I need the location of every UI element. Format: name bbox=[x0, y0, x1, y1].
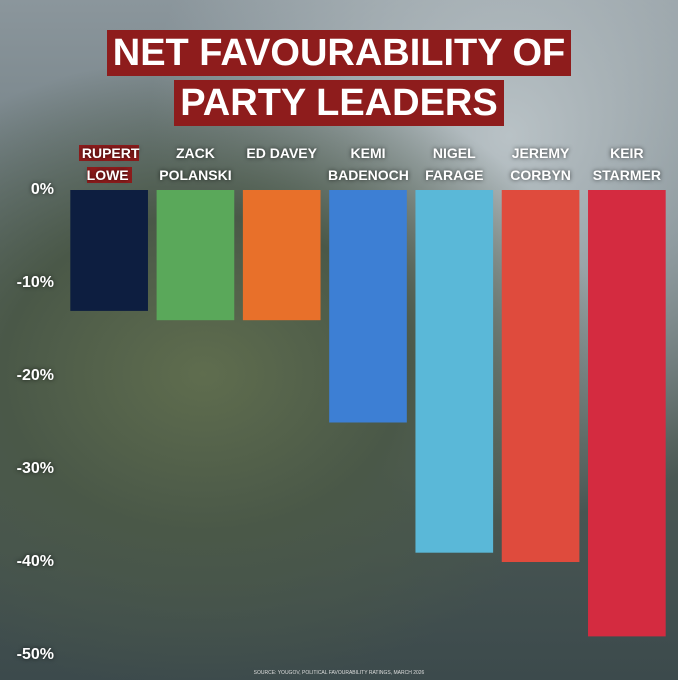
x-tick-label: KEIR STARMER bbox=[587, 142, 667, 186]
title-line: NET FAVOURABILITY OF bbox=[106, 30, 572, 76]
x-tick-label: KEMI BADENOCH bbox=[328, 142, 409, 186]
bar bbox=[501, 190, 580, 562]
bar bbox=[329, 190, 407, 423]
label-text: -30% bbox=[16, 460, 54, 477]
x-tick-label: RUPERT LOWE bbox=[69, 142, 149, 186]
x-tick-label: ZACK POLANSKI bbox=[155, 142, 235, 186]
x-tick-label: ED DAVEY bbox=[242, 142, 322, 164]
bar bbox=[156, 190, 235, 321]
bar bbox=[70, 190, 148, 311]
bar bbox=[588, 190, 666, 637]
label-text: KEIR STARMER bbox=[592, 145, 661, 183]
y-tick-label: -40% bbox=[17, 553, 54, 571]
label-text: RUPERT LOWE bbox=[78, 145, 140, 183]
label-text: KEMI BADENOCH bbox=[328, 145, 409, 183]
label-text: ED DAVEY bbox=[246, 145, 317, 161]
source: SOURCE: YOUGOV, POLITICAL FAVOURABILITY … bbox=[253, 670, 425, 676]
label-text: -10% bbox=[16, 274, 54, 291]
bar bbox=[242, 190, 321, 321]
y-tick-label: -30% bbox=[17, 460, 54, 478]
bar bbox=[415, 190, 494, 553]
y-tick-label: -50% bbox=[17, 646, 54, 664]
x-tick-label: NIGEL FARAGE bbox=[414, 142, 494, 186]
label-text: -50% bbox=[16, 646, 54, 663]
label-text: -20% bbox=[16, 367, 54, 384]
y-tick-label: -20% bbox=[17, 367, 54, 385]
y-tick-label: 0% bbox=[31, 181, 54, 199]
label-text: NIGEL FARAGE bbox=[425, 145, 484, 183]
chart-title: PARTY LEADERS bbox=[0, 80, 678, 126]
x-tick-label: JEREMY CORBYN bbox=[501, 142, 581, 186]
label-text: 0% bbox=[30, 181, 54, 198]
y-tick-label: -10% bbox=[17, 274, 54, 292]
label-text: ZACK POLANSKI bbox=[159, 145, 232, 183]
chart-title: NET FAVOURABILITY OF bbox=[0, 30, 678, 76]
label-text: JEREMY CORBYN bbox=[510, 145, 571, 183]
label-text: -40% bbox=[16, 553, 54, 570]
title-line: PARTY LEADERS bbox=[174, 80, 504, 126]
